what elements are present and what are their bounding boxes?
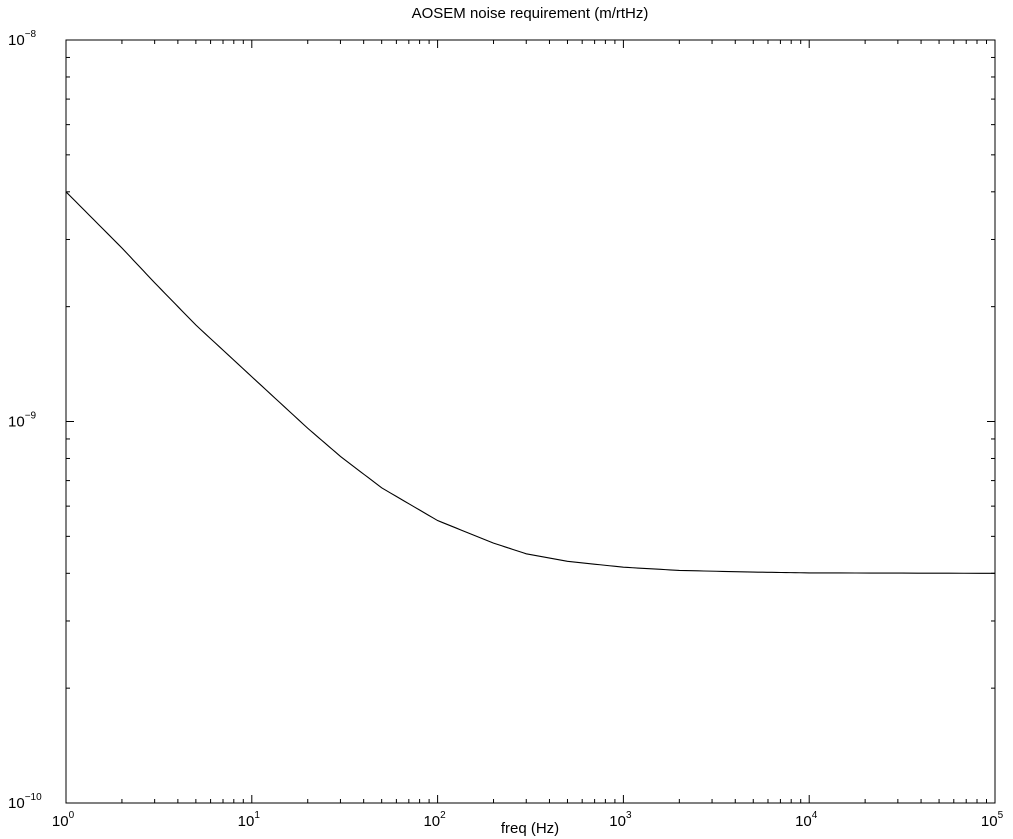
- y-tick-label: 10−10: [8, 792, 42, 812]
- y-tick-label: 10−8: [8, 29, 37, 49]
- major-ticks: [65, 39, 996, 804]
- x-axis-label: freq (Hz): [501, 820, 559, 837]
- series-line: [65, 191, 996, 574]
- x-tick-label: 102: [423, 810, 446, 830]
- x-tick-label: 105: [981, 810, 1004, 830]
- y-tick-label: 10−9: [8, 411, 37, 431]
- x-tick-label: 104: [795, 810, 818, 830]
- x-tick-label: 103: [609, 810, 632, 830]
- series-layer: [65, 191, 996, 574]
- tick-labels: 100 101 102 103 104 105 10−10 10−9 10−8: [8, 29, 1004, 830]
- plot-area: [65, 39, 996, 804]
- chart-title: AOSEM noise requirement (m/rtHz): [412, 5, 649, 22]
- minor-ticks: [66, 40, 995, 803]
- x-tick-label: 100: [52, 810, 75, 830]
- x-tick-label: 101: [238, 810, 261, 830]
